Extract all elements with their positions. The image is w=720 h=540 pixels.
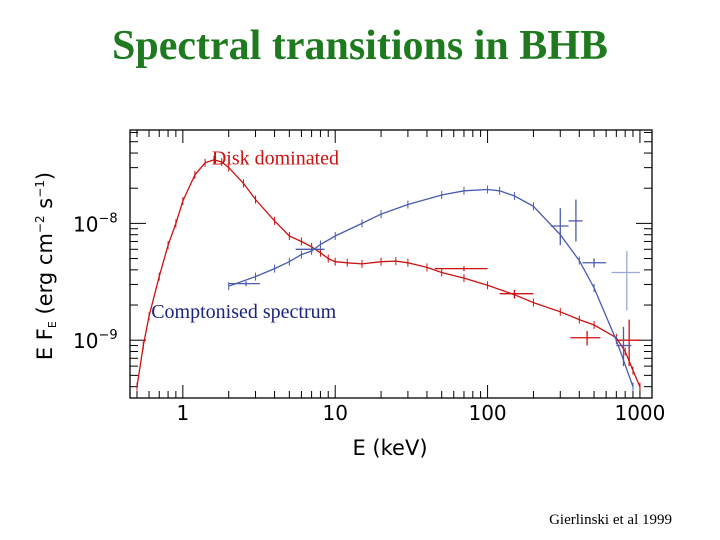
y-label-part: E F (33, 328, 57, 360)
citation: Gierlinski et al 1999 (549, 512, 672, 528)
annotation-disk-dominated: Disk dominated (212, 147, 339, 169)
y-label-part: (erg cm (33, 233, 57, 321)
series-group (136, 155, 641, 391)
y-tick-base: 10 (73, 212, 98, 236)
y-tick-label: 10−9 (73, 328, 118, 353)
y-axis-label: E FE (erg cm−2 s−1) (33, 172, 59, 360)
y-label-sub: E (46, 321, 59, 328)
axis-ticks (130, 130, 652, 398)
slide-title: Spectral transitions in BHB (112, 23, 608, 69)
errorbar-group (228, 199, 640, 367)
y-tick-label: 10−8 (73, 211, 118, 236)
x-tick-label: 1 (176, 401, 189, 425)
y-tick-base: 10 (73, 329, 98, 353)
x-tick-label: 1000 (614, 401, 665, 425)
x-axis-label: E (keV) (352, 436, 427, 460)
y-label-sup: −2 (33, 215, 47, 233)
y-tick-exponent: −8 (98, 211, 117, 226)
y-tick-exponent: −9 (98, 328, 117, 343)
y-label-sup: −1 (33, 180, 47, 198)
x-tick-label: 100 (468, 401, 506, 425)
annotation-comptonised-spectrum: Comptonised spectrum (151, 301, 336, 323)
series-line-compton (228, 188, 634, 387)
y-label-part: s (33, 198, 57, 216)
y-label-part: ) (33, 172, 57, 180)
series-line-disk (136, 159, 641, 387)
plot-frame (129, 129, 653, 399)
x-tick-label: 10 (322, 401, 347, 425)
